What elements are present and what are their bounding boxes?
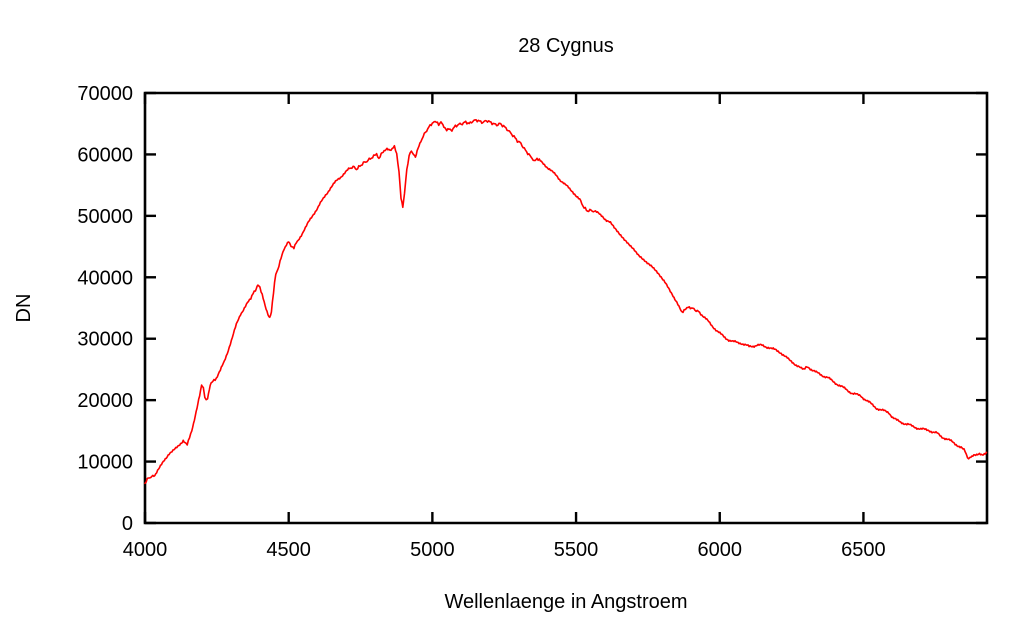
y-tick-label: 50000	[77, 206, 133, 228]
x-tick-label: 5000	[410, 539, 455, 561]
spectrum-series	[144, 119, 988, 485]
x-tick-label: 4000	[123, 539, 168, 561]
y-tick-label: 60000	[77, 144, 133, 166]
x-tick-label: 6500	[841, 539, 886, 561]
y-tick-label: 10000	[77, 452, 133, 474]
y-tick-label: 0	[122, 513, 133, 535]
x-tick-label: 6000	[697, 539, 742, 561]
y-axis-label: DN	[13, 294, 35, 323]
y-tick-label: 20000	[77, 390, 133, 412]
x-axis-label: Wellenlaenge in Angstroem	[444, 591, 687, 613]
axis-tick-labels: 4000 4500 5000 5500 6000 6500 0 10000 20000 30000…	[77, 83, 885, 561]
chart-title: 28 Cygnus	[518, 35, 614, 57]
y-tick-label: 30000	[77, 329, 133, 351]
x-tick-label: 4500	[266, 539, 311, 561]
y-tick-label: 70000	[77, 83, 133, 105]
axis-ticks	[143, 91, 987, 525]
x-tick-label: 5500	[554, 539, 599, 561]
y-tick-label: 40000	[77, 267, 133, 289]
spectrum-line	[144, 119, 988, 485]
